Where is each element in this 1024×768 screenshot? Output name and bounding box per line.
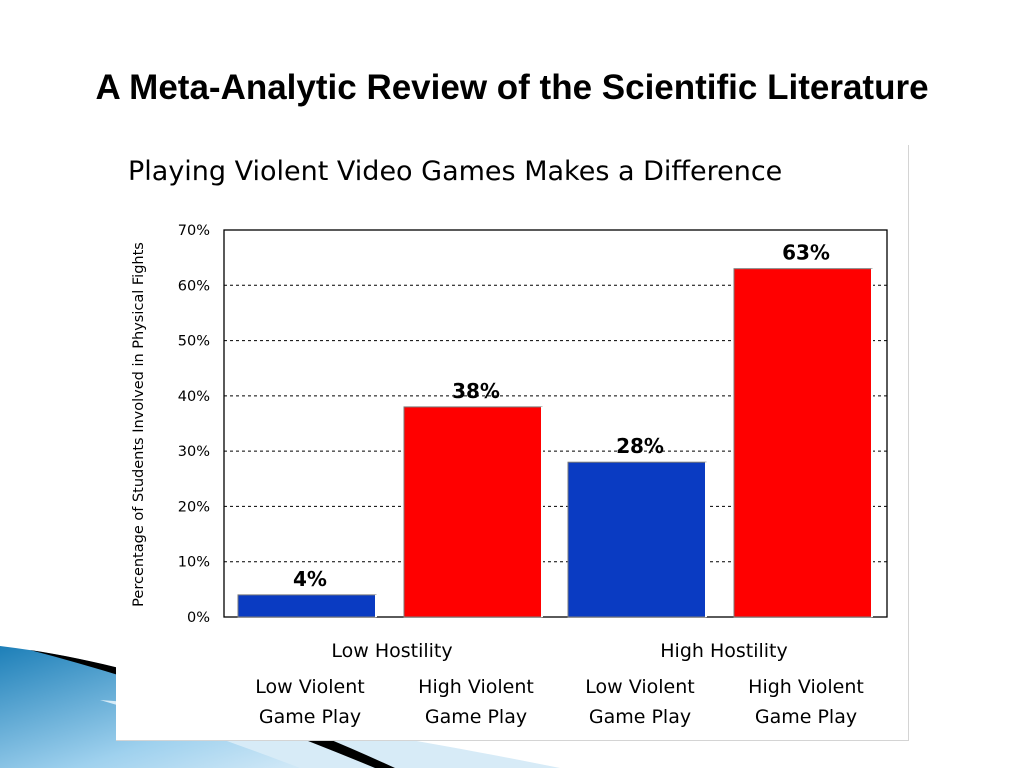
category-label-line2: Game Play [259,706,361,728]
value-labels: 4% 38% 28% 63% [293,241,830,591]
y-tick-label: 30% [178,444,210,460]
category-label-line1: High Violent [748,676,864,698]
bar-value-label: 4% [293,567,327,591]
y-tick-label: 20% [178,499,210,515]
bar-value-label: 38% [452,379,500,403]
y-axis-label: Percentage of Students Involved in Physi… [131,242,147,607]
group-label: High Hostility [660,640,788,662]
y-tick-label: 40% [178,389,210,405]
chart-panel: Playing Violent Video Games Makes a Diff… [116,145,909,741]
y-tick-label: 60% [178,278,210,294]
category-label-line1: Low Violent [585,676,694,698]
bar [237,594,377,618]
slide-title: A Meta-Analytic Review of the Scientific… [95,68,929,107]
category-label-line1: High Violent [418,676,534,698]
bar [733,268,873,618]
y-tick-label: 70% [178,223,210,239]
bar [567,461,707,618]
category-label-line2: Game Play [755,706,857,728]
y-tick-label: 0% [187,610,210,626]
category-label-line2: Game Play [425,706,527,728]
plot-frame [223,229,888,618]
bars [237,268,873,618]
y-tick-label: 10% [178,555,210,571]
category-label-line2: Game Play [589,706,691,728]
y-tick-label: 50% [178,334,210,350]
bar-chart: Playing Violent Video Games Makes a Diff… [128,156,888,728]
bar [403,406,543,618]
bar-value-label: 28% [616,434,664,458]
group-label: Low Hostility [331,640,452,662]
category-label-line1: Low Violent [255,676,364,698]
chart-title: Playing Violent Video Games Makes a Diff… [128,156,782,187]
y-tick-labels: 0% 10% 20% 30% 40% 50% 60% 70% [178,223,210,626]
x-category-labels: Low Violent Game Play High Violent Game Pla… [255,640,864,728]
bar-value-label: 63% [782,241,830,265]
